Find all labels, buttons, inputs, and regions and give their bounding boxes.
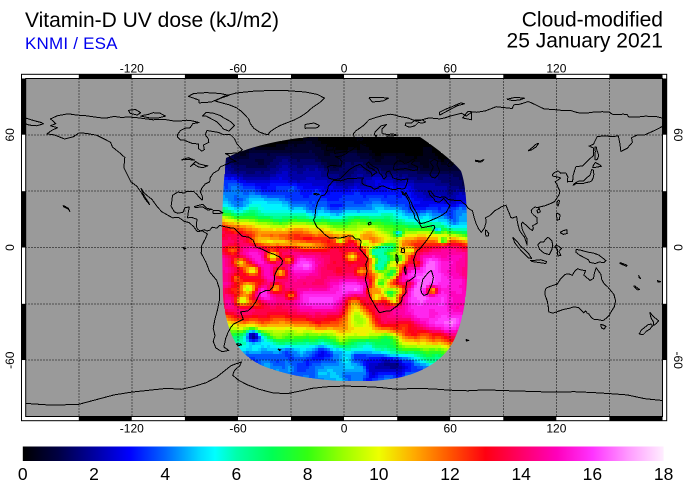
svg-text:4: 4 [160,464,170,484]
svg-text:0: 0 [341,421,348,435]
svg-text:14: 14 [511,464,531,484]
svg-text:KNMI / ESA: KNMI / ESA [25,34,118,53]
svg-text:10: 10 [369,464,389,484]
svg-text:-60: -60 [229,421,247,435]
svg-text:0: 0 [3,244,17,251]
svg-text:-60: -60 [229,62,247,76]
svg-text:-60: -60 [671,352,685,370]
svg-text:2: 2 [89,464,99,484]
svg-text:6: 6 [232,464,242,484]
svg-text:Cloud-modified: Cloud-modified [522,9,663,32]
svg-text:Vitamin-D UV dose (kJ/m2): Vitamin-D UV dose (kJ/m2) [25,9,279,32]
svg-text:60: 60 [444,421,458,435]
svg-text:60: 60 [3,128,17,142]
svg-text:0: 0 [341,62,348,76]
svg-text:-120: -120 [120,421,144,435]
svg-text:60: 60 [671,128,685,142]
svg-text:16: 16 [583,464,602,484]
svg-text:0: 0 [671,244,685,251]
svg-text:60: 60 [444,62,458,76]
svg-text:12: 12 [440,464,459,484]
svg-text:120: 120 [546,62,566,76]
svg-text:-60: -60 [3,351,17,369]
svg-text:8: 8 [303,464,313,484]
svg-text:-120: -120 [120,62,144,76]
svg-text:18: 18 [654,464,673,484]
svg-text:120: 120 [546,421,566,435]
svg-text:0: 0 [18,464,28,484]
svg-text:25 January 2021: 25 January 2021 [507,30,663,53]
